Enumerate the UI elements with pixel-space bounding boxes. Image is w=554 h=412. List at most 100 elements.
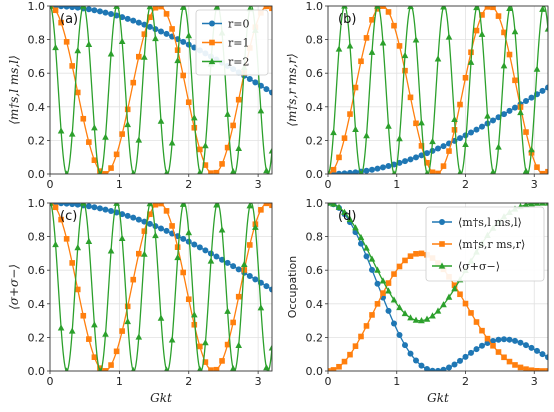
series-2-point <box>347 111 353 117</box>
series-3-point <box>197 168 203 174</box>
series-1-point <box>85 203 92 210</box>
series-2-point <box>197 146 203 153</box>
series-3-point <box>528 203 535 207</box>
series-3-point <box>396 135 403 142</box>
legend-box <box>425 206 545 282</box>
series-2-point <box>169 26 175 32</box>
series-2-point <box>352 343 359 349</box>
series-3-point <box>102 330 109 337</box>
y-tick-label: 1.0 <box>28 0 46 13</box>
series-3-point <box>152 34 159 42</box>
series-2-point <box>446 148 452 154</box>
series-3-point <box>91 321 98 328</box>
series-2-point <box>506 358 513 365</box>
series-2-point <box>230 319 236 326</box>
y-axis-label: ⟨m†s,r ms,r⟩ <box>285 53 299 126</box>
series-1-point <box>545 84 548 91</box>
series-3-point <box>197 365 203 371</box>
y-tick-label: 0.8 <box>306 34 324 47</box>
series-1-point <box>263 283 270 290</box>
series-3-point <box>359 170 363 174</box>
series-2-point <box>208 170 214 174</box>
series-1-point <box>429 367 436 371</box>
series-3-point <box>522 203 530 208</box>
series-2-point <box>258 207 264 213</box>
series-3-point <box>539 6 546 12</box>
y-tick-label: 0.6 <box>306 264 324 277</box>
series-3-point <box>363 132 370 139</box>
series-1-point <box>108 208 115 215</box>
legend-marker <box>209 20 215 27</box>
series-2-point <box>457 101 463 108</box>
x-axis-label: Gkt <box>150 391 172 405</box>
series-3-point <box>57 127 65 134</box>
series-1-point <box>402 342 408 349</box>
series-2-point <box>58 19 64 26</box>
series-1-point <box>341 170 348 174</box>
panel-b: 0.0 0.2 0.4 0.6 0.8 1.0 0 1 2 3 (b) ⟨m†s,r ms,r⟩ <box>285 0 549 191</box>
series-3-point <box>64 367 69 371</box>
series-3-point <box>174 56 181 64</box>
series-1-point <box>235 266 242 273</box>
series-3-point <box>335 203 343 210</box>
series-3-point <box>235 341 242 348</box>
series-2-point <box>402 257 408 264</box>
y-tick-label: 0.0 <box>306 168 324 181</box>
plot-area <box>50 203 272 371</box>
series-3-point <box>522 167 530 174</box>
y-tick-label: 0.2 <box>306 331 324 344</box>
series-1-point <box>369 266 375 273</box>
series-3-point <box>146 6 154 10</box>
series-1-point <box>490 117 496 124</box>
x-tick-label: 2 <box>185 375 192 388</box>
legend-marker <box>439 241 445 247</box>
series-3-point <box>533 65 541 72</box>
series-2-point <box>191 124 198 131</box>
series-2-point <box>213 169 220 174</box>
legend-entry: ⟨σ+σ−⟩ <box>458 260 500 273</box>
series-3-point <box>374 6 381 9</box>
series-3-point <box>224 110 231 117</box>
axes-frame <box>327 5 549 175</box>
series-2-point <box>528 367 535 371</box>
series-2-point <box>523 366 529 371</box>
series-3-point <box>528 146 535 153</box>
x-tick-label: 3 <box>531 178 538 191</box>
series-2-point <box>396 263 403 270</box>
series-3-point <box>407 314 414 321</box>
series-3-point <box>157 314 165 321</box>
series-2-point <box>374 301 381 307</box>
series-2-point <box>534 164 540 170</box>
series-2-point <box>86 336 92 342</box>
series-1-point <box>501 336 507 343</box>
y-axis-label: ⟨σ+σ−⟩ <box>7 264 21 310</box>
series-2-point <box>124 303 131 310</box>
series-2-point <box>191 321 198 328</box>
series-3-point <box>218 226 226 233</box>
series-1-point <box>385 307 392 314</box>
series-1-point <box>424 150 430 157</box>
series-2-point <box>219 358 225 364</box>
series-3-point <box>168 336 176 343</box>
series-3-point <box>451 285 458 292</box>
series-2-point <box>58 216 64 223</box>
y-tick-label: 0.4 <box>306 298 324 311</box>
y-tick-label: 0.8 <box>28 34 46 47</box>
series-2-point <box>380 6 386 9</box>
series-3-point <box>131 169 136 174</box>
series-3-point <box>229 168 237 174</box>
series-2-point <box>413 120 419 127</box>
series-3-point <box>268 344 272 351</box>
series-3-point <box>440 301 447 308</box>
series-3-point <box>52 240 59 248</box>
series-2-point <box>330 367 337 371</box>
series-1-point <box>85 6 92 13</box>
y-tick-label: 0.6 <box>306 67 324 80</box>
series-1-point <box>523 97 529 104</box>
series-2-point <box>119 131 125 137</box>
series-3-point <box>368 48 376 55</box>
series-3-point <box>91 124 98 131</box>
series-3-point <box>102 133 109 140</box>
series-3-point <box>52 43 59 51</box>
series-3-point <box>80 6 87 9</box>
